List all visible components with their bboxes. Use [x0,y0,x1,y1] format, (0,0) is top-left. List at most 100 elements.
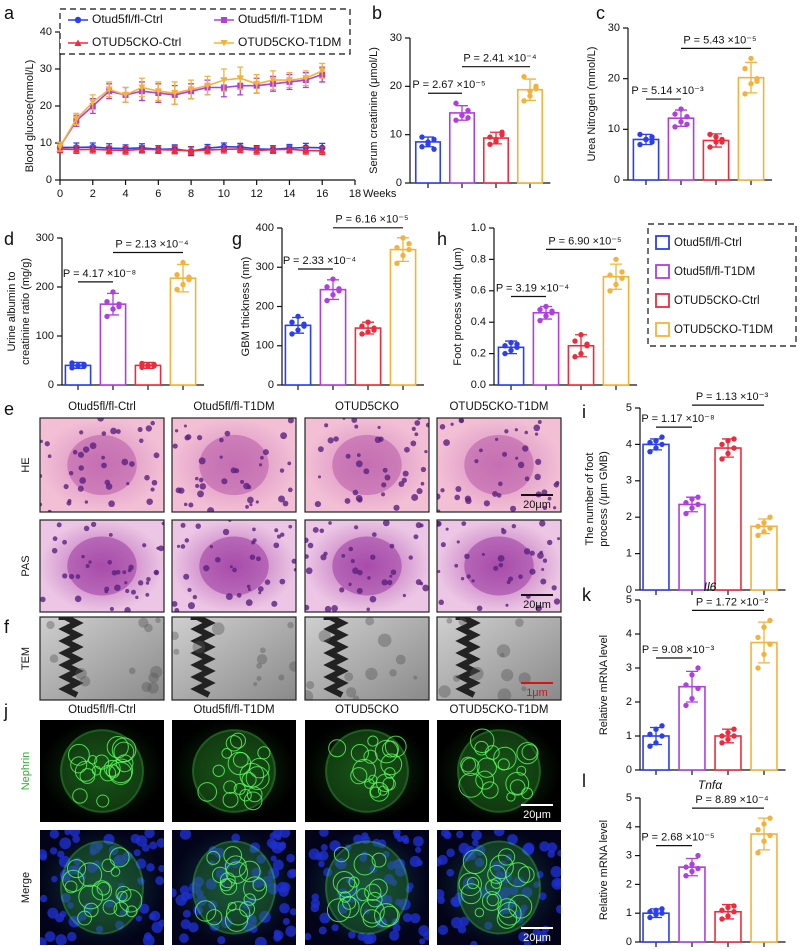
data-point [742,65,748,72]
data-point [543,313,549,319]
data-point [110,306,116,312]
panel-label: e [4,399,14,419]
data-point [761,838,767,844]
nephrin-loop [481,891,502,911]
nucleus [180,522,186,528]
nephrin-loop [223,780,237,794]
nucleus [176,544,181,548]
row-label: PAS [20,555,32,576]
x-tick-label: 16 [316,188,328,200]
image-border [304,417,430,513]
nucleus [402,837,410,845]
nucleus [547,850,555,858]
column-header: Otud5fl/fl-Ctrl [68,401,136,413]
nephrin-loop [212,764,225,777]
data-point [487,134,493,140]
data-point [761,651,767,658]
y-axis-label: process (/μm GMB) [598,451,610,547]
nephrin-loop [336,877,358,898]
glomerulus [67,536,137,596]
nephrin-loop [110,867,121,877]
organelle [500,652,505,658]
marker [138,84,146,91]
data-point [684,113,690,120]
nucleus [66,931,77,942]
nephrin-loop [369,782,390,802]
scale-bar-label: 20μm [523,932,551,944]
nucleus [357,932,366,941]
micrograph [437,520,561,612]
nephrin-loop [194,900,217,922]
nucleus [51,875,58,883]
nucleus [89,442,97,450]
column-header: Otud5fl/fl-T1DM [193,704,274,716]
data-point [653,726,659,732]
y-tick-label: 3 [626,475,632,487]
nucleus [40,439,43,443]
nucleus [535,458,542,465]
data-point [487,141,493,148]
nucleus [145,592,150,597]
nephrin-loop [380,753,403,776]
nucleus [89,842,101,854]
nucleus [72,835,80,844]
nephrin-loop [62,869,85,892]
marker [220,145,228,153]
nucleus [124,607,131,612]
data-point [572,354,578,360]
nucleus [55,934,67,945]
y-tick-label: 20 [608,73,620,85]
y-tick-label: 0.4 [471,316,486,328]
nucleus [501,528,507,535]
nucleus [456,540,460,544]
nephrin-loop [70,756,88,774]
column-header: OTUD5CKO [335,704,399,716]
nucleus [508,885,519,896]
legend-swatch [655,322,670,337]
nucleus [333,436,339,442]
data-point [139,364,145,371]
data-point [619,269,625,275]
data-point [572,338,578,344]
micrograph [172,830,296,945]
marker [221,17,227,23]
y-tick-label: 5 [626,402,632,414]
data-point [537,306,543,313]
nucleus [68,865,78,875]
marker [204,82,211,90]
nucleus [97,418,104,422]
nephrin-loop [111,737,137,763]
organelle [287,621,294,629]
nucleus [142,934,155,945]
nucleus [495,871,504,880]
nucleus [446,848,455,858]
nucleus [456,830,464,839]
nephrin-loop [206,850,221,865]
nucleus [277,842,287,851]
data-point [653,907,659,914]
column-header: Otud5fl/fl-Ctrl [68,704,136,716]
data-point [695,852,701,859]
nephrin-loop [475,770,495,790]
data-point [151,363,157,369]
nucleus [251,540,256,545]
nucleus [367,576,371,580]
column-header: Otud5fl/fl-T1DM [193,401,274,413]
image-border [39,417,165,513]
nephrin-loop [485,879,501,895]
nucleus [337,903,349,914]
data-point [527,93,533,99]
data-point [110,289,116,295]
nucleus [437,520,442,527]
nucleus [77,451,85,458]
nephrin-loop [516,765,527,776]
y-tick-label: 0 [626,764,632,776]
nucleus [144,830,155,839]
nucleus [224,430,231,437]
nucleus [68,470,74,476]
nephrin-loop [106,736,129,759]
nucleus [81,554,85,559]
data-point [689,695,695,702]
data-point [731,909,737,915]
